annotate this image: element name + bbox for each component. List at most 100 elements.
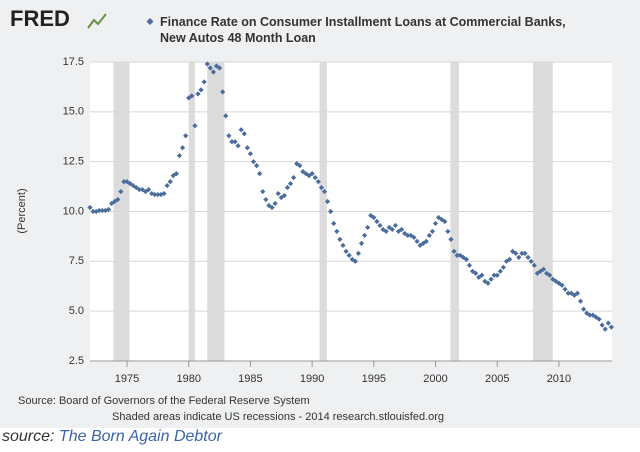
data-point	[179, 145, 186, 151]
data-point	[284, 184, 291, 191]
data-point	[318, 184, 324, 191]
data-point	[568, 290, 574, 296]
data-point	[386, 224, 392, 231]
x-tick-label: 1985	[238, 373, 262, 385]
data-point	[155, 191, 161, 198]
data-point	[272, 200, 278, 207]
data-point	[306, 173, 312, 179]
data-point	[426, 232, 432, 239]
data-point	[602, 326, 608, 332]
data-point	[235, 143, 241, 149]
data-point	[540, 266, 547, 272]
data-point	[377, 222, 383, 229]
x-tick-label: 1990	[300, 373, 324, 385]
data-point	[263, 196, 269, 203]
x-tick-label: 1995	[362, 373, 386, 385]
data-point	[389, 226, 395, 233]
data-point	[380, 226, 386, 233]
data-point	[497, 268, 503, 274]
data-point	[96, 207, 102, 214]
x-tick-label: 2010	[547, 373, 571, 385]
data-point	[590, 312, 596, 318]
y-tick-label: 15.0	[63, 106, 84, 118]
data-point	[294, 161, 300, 167]
data-point	[315, 179, 321, 185]
data-point	[340, 242, 346, 248]
data-point	[587, 312, 593, 318]
data-point	[547, 272, 553, 278]
x-tick-label: 2005	[485, 373, 509, 385]
data-point	[469, 268, 476, 274]
data-point	[352, 258, 358, 264]
x-tick-label: 1975	[115, 373, 139, 385]
data-point	[361, 232, 368, 239]
legend-entry: Finance Rate on Consumer Installment Loa…	[160, 15, 566, 45]
data-point	[226, 133, 232, 139]
data-point	[365, 224, 371, 231]
data-point	[309, 171, 315, 177]
data-point	[510, 248, 516, 254]
caption-link[interactable]: The Born Again Debtor	[58, 428, 222, 445]
y-axis-label: (Percent)	[16, 188, 28, 233]
data-point	[232, 139, 238, 145]
data-point	[522, 250, 528, 256]
data-point	[346, 252, 352, 258]
data-point	[358, 240, 365, 246]
data-point	[392, 222, 399, 229]
data-point	[574, 290, 581, 296]
data-point	[291, 175, 297, 181]
data-point	[257, 171, 263, 177]
data-point	[451, 248, 457, 254]
caption: source: The Born Again Debtor	[2, 428, 222, 446]
data-point	[278, 194, 284, 201]
data-point	[328, 208, 334, 215]
data-point	[216, 65, 223, 71]
data-point	[473, 270, 479, 276]
data-point	[485, 280, 491, 286]
data-point	[247, 151, 254, 157]
data-point	[577, 298, 584, 304]
data-point	[220, 89, 226, 95]
data-point	[550, 276, 556, 282]
data-point	[463, 256, 469, 262]
data-point	[275, 190, 281, 197]
data-point	[244, 145, 250, 151]
caption-prefix: source:	[2, 428, 55, 445]
y-tick-label: 2.5	[69, 355, 84, 367]
data-point	[414, 238, 420, 244]
data-point	[93, 208, 99, 215]
data-point	[581, 306, 587, 312]
y-tick-label: 5.0	[69, 305, 84, 317]
data-point	[479, 272, 485, 278]
data-point	[525, 254, 531, 260]
data-point	[562, 286, 568, 292]
data-point	[454, 252, 460, 258]
data-point	[238, 127, 244, 133]
data-point	[260, 188, 266, 195]
data-point	[204, 61, 210, 67]
data-point	[349, 256, 355, 262]
data-point	[584, 310, 590, 316]
data-point	[167, 179, 173, 185]
data-point	[439, 216, 445, 223]
data-point	[531, 262, 537, 268]
data-point	[241, 131, 247, 137]
data-point	[432, 220, 439, 227]
data-point	[571, 292, 577, 298]
data-point	[136, 186, 142, 193]
data-point	[596, 316, 602, 322]
x-tick-label: 1980	[176, 373, 200, 385]
data-point	[500, 264, 507, 270]
data-point	[297, 163, 303, 169]
data-point	[105, 206, 112, 213]
data-point	[115, 196, 121, 203]
data-point	[565, 290, 571, 296]
data-point	[383, 228, 389, 235]
data-point	[423, 238, 429, 244]
data-point	[506, 256, 513, 262]
data-point	[146, 186, 152, 193]
data-point	[374, 218, 380, 225]
data-point	[494, 272, 500, 278]
data-point	[229, 139, 235, 145]
